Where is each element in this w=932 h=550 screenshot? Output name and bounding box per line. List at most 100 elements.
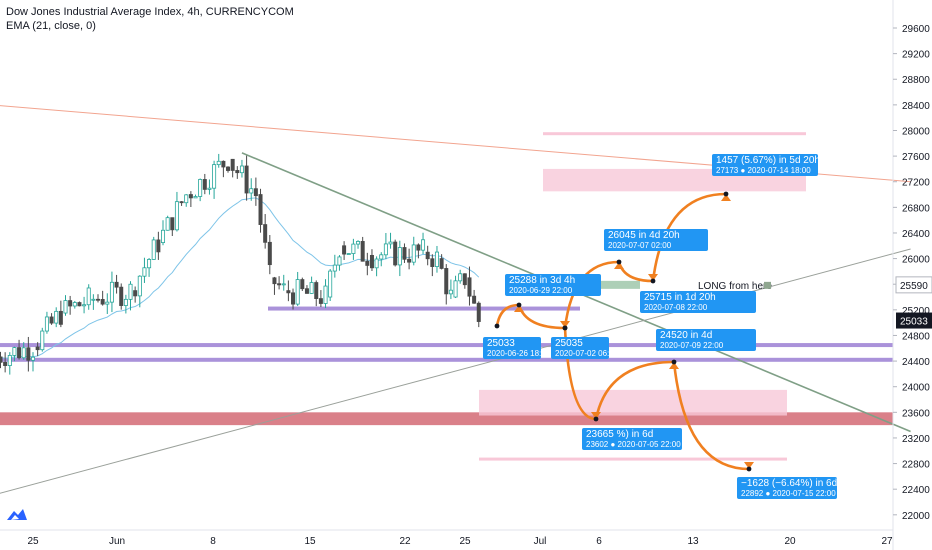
trendline	[0, 248, 911, 494]
price-tick-label: 24800	[902, 331, 930, 342]
label-target-up-bg	[712, 154, 818, 176]
bear-projection-segment	[594, 360, 675, 420]
price-tick-label: 24400	[902, 357, 930, 368]
candle-body	[453, 280, 458, 298]
candle-body	[142, 267, 147, 277]
label-target-up-title: 1457 (5.67%) in 5d 20h	[716, 155, 820, 166]
candle-body	[421, 239, 426, 251]
price-tick-label: 28800	[902, 75, 930, 86]
candle-body	[351, 243, 356, 254]
candle-body	[170, 217, 175, 231]
candle-body	[263, 224, 268, 243]
label-26045-title: 26045 in 4d 20h	[608, 230, 680, 241]
candle-body	[332, 264, 337, 272]
label-25288-bg	[505, 274, 601, 296]
candle-body	[226, 166, 231, 171]
candle-body	[161, 229, 166, 243]
candle-body	[128, 283, 133, 300]
candle-body	[151, 239, 156, 260]
label-25033-date: 2020-06-26 18:00	[487, 349, 551, 358]
time-tick-label: 8	[210, 536, 216, 547]
support-line	[0, 357, 893, 362]
label-26045-date: 2020-07-07 02:00	[608, 241, 672, 250]
label-24520-date: 2020-07-09 22:00	[660, 341, 724, 350]
candle-body	[365, 260, 370, 266]
candle-body	[430, 258, 435, 267]
candle-body	[235, 170, 240, 174]
label-24520-bg	[656, 329, 756, 351]
candle-body	[100, 299, 105, 305]
time-tick-label: 25	[459, 536, 471, 547]
candle-body	[179, 201, 184, 204]
candle-body	[253, 188, 258, 197]
candle-body	[244, 165, 249, 194]
long-projection-point	[650, 278, 656, 284]
candle-body	[40, 330, 45, 351]
label-23665-bg	[582, 428, 682, 450]
price-tick-label: 27600	[902, 152, 930, 163]
candle-body	[133, 290, 138, 297]
candle-body	[58, 310, 63, 325]
label-25715-date: 2020-07-08 22:00	[644, 303, 708, 312]
price-tick-label: 24000	[902, 383, 930, 394]
candle-body	[165, 217, 170, 231]
candle-body	[68, 300, 73, 307]
candle-body	[267, 241, 272, 266]
price-tick-label: 29200	[902, 50, 930, 61]
label-25715-bg	[640, 291, 756, 313]
candle-body	[230, 158, 235, 171]
candle-body	[212, 164, 217, 189]
price-tick-label: 29600	[902, 24, 930, 35]
label-25288-title: 25288 in 3d 4h	[509, 275, 575, 286]
thin-zone-line	[479, 457, 787, 461]
candle-body	[35, 346, 40, 351]
label-target-down-date: 22892 ● 2020-07-15 22:00	[741, 489, 836, 498]
candle-body	[388, 241, 393, 245]
candle-body	[476, 302, 481, 322]
candle-body	[105, 301, 110, 305]
current-price-badge	[896, 312, 932, 329]
projection-layer	[494, 191, 754, 472]
indicator-legend: EMA (21, close, 0)	[6, 20, 96, 32]
label-25033-bg	[483, 337, 541, 359]
long-marker-square	[764, 281, 771, 289]
time-tick-label: 13	[687, 536, 699, 547]
candle-body	[221, 160, 226, 168]
candle-body	[63, 300, 68, 314]
label-25033-title: 25033	[487, 338, 515, 349]
candle-body	[17, 347, 22, 359]
time-tick-label: 15	[304, 536, 316, 547]
candle-body	[72, 302, 77, 307]
candle-body	[21, 347, 26, 359]
label-25035-date: 2020-07-02 06:00	[555, 349, 619, 358]
time-tick-label: 27	[881, 536, 893, 547]
candle-body	[425, 251, 430, 260]
candle-body	[411, 244, 416, 263]
time-tick-label: Jul	[534, 536, 547, 547]
candle-body	[416, 244, 421, 251]
label-23665-date: 23602 ● 2020-07-05 22:00	[586, 440, 681, 449]
candle-body	[277, 283, 282, 286]
candle-body	[239, 165, 244, 174]
label-25035-title: 25035	[555, 338, 583, 349]
candle-body	[402, 247, 407, 260]
time-tick-label: 25	[27, 536, 39, 547]
price-tick-label: 22000	[902, 511, 930, 522]
bear-projection-segment	[672, 361, 750, 471]
candle-body	[44, 316, 49, 332]
candle-body	[300, 279, 305, 290]
price-tick-label: 25200	[902, 306, 930, 317]
candle-body	[304, 288, 309, 294]
label-25715-title: 25715 in 1d 20h	[644, 292, 716, 303]
candle-body	[356, 241, 361, 245]
time-tick-label: 6	[596, 536, 602, 547]
